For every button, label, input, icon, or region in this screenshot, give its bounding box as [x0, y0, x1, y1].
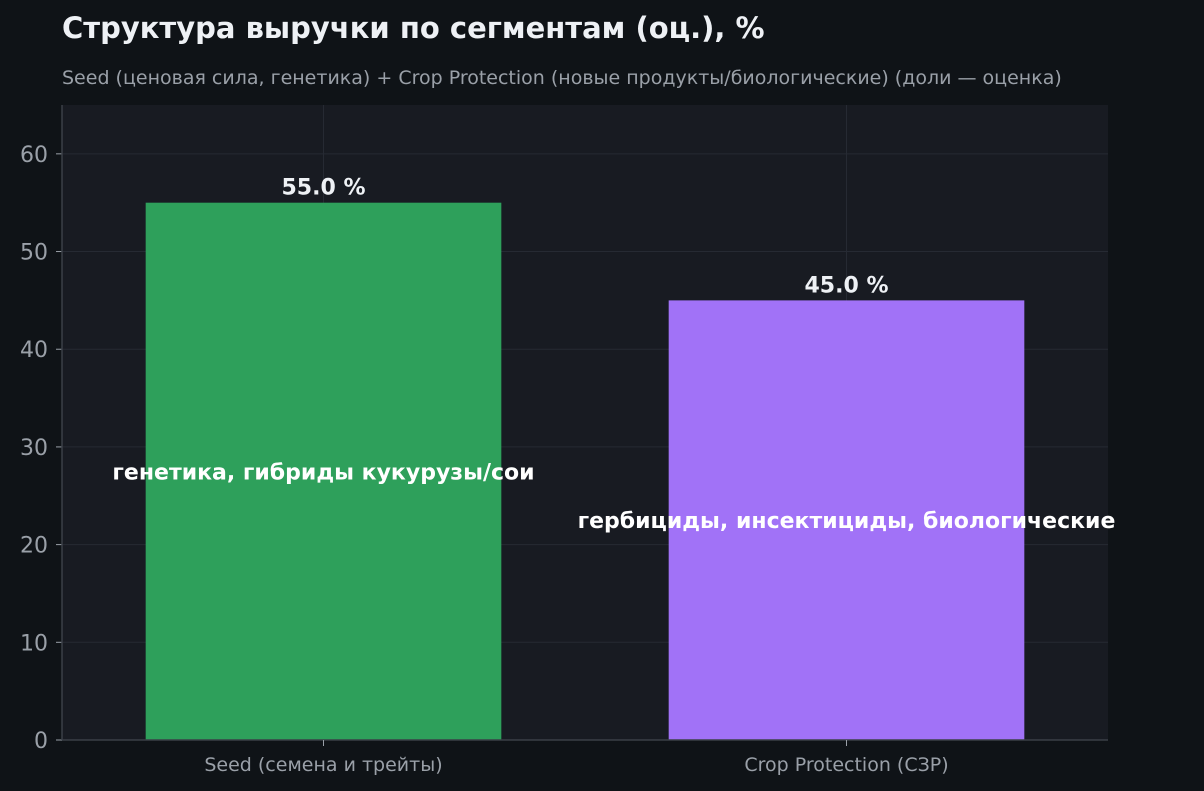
y-tick-label: 60: [20, 143, 48, 168]
value-label: 45.0 %: [805, 273, 889, 298]
y-tick-label: 10: [20, 631, 48, 656]
y-tick-label: 30: [20, 436, 48, 461]
y-tick-label: 40: [20, 338, 48, 363]
x-tick-label: Crop Protection (СЗР): [744, 754, 948, 776]
bar-1: [668, 300, 1025, 740]
x-tick-label: Seed (семена и трейты): [204, 754, 442, 776]
axes: [56, 105, 1108, 746]
y-tick-label: 0: [34, 729, 48, 754]
bar-inner-label: гербициды, инсектициды, биологические: [578, 509, 1116, 534]
labels: 0 10 20 30 40 50 60 Seed (семена и трейты) 55.0 …: [20, 143, 1115, 776]
y-tick-label: 20: [20, 534, 48, 559]
bar-inner-label: генетика, гибриды кукурузы/сои: [112, 460, 534, 485]
chart-subtitle: Seed (ценовая сила, генетика) + Crop Pro…: [62, 67, 1062, 89]
bars: [145, 202, 1025, 740]
y-tick-label: 50: [20, 241, 48, 266]
chart-title: Структура выручки по сегментам (оц.), %: [62, 11, 765, 45]
value-label: 55.0 %: [282, 176, 366, 201]
bar-0: [145, 202, 502, 740]
